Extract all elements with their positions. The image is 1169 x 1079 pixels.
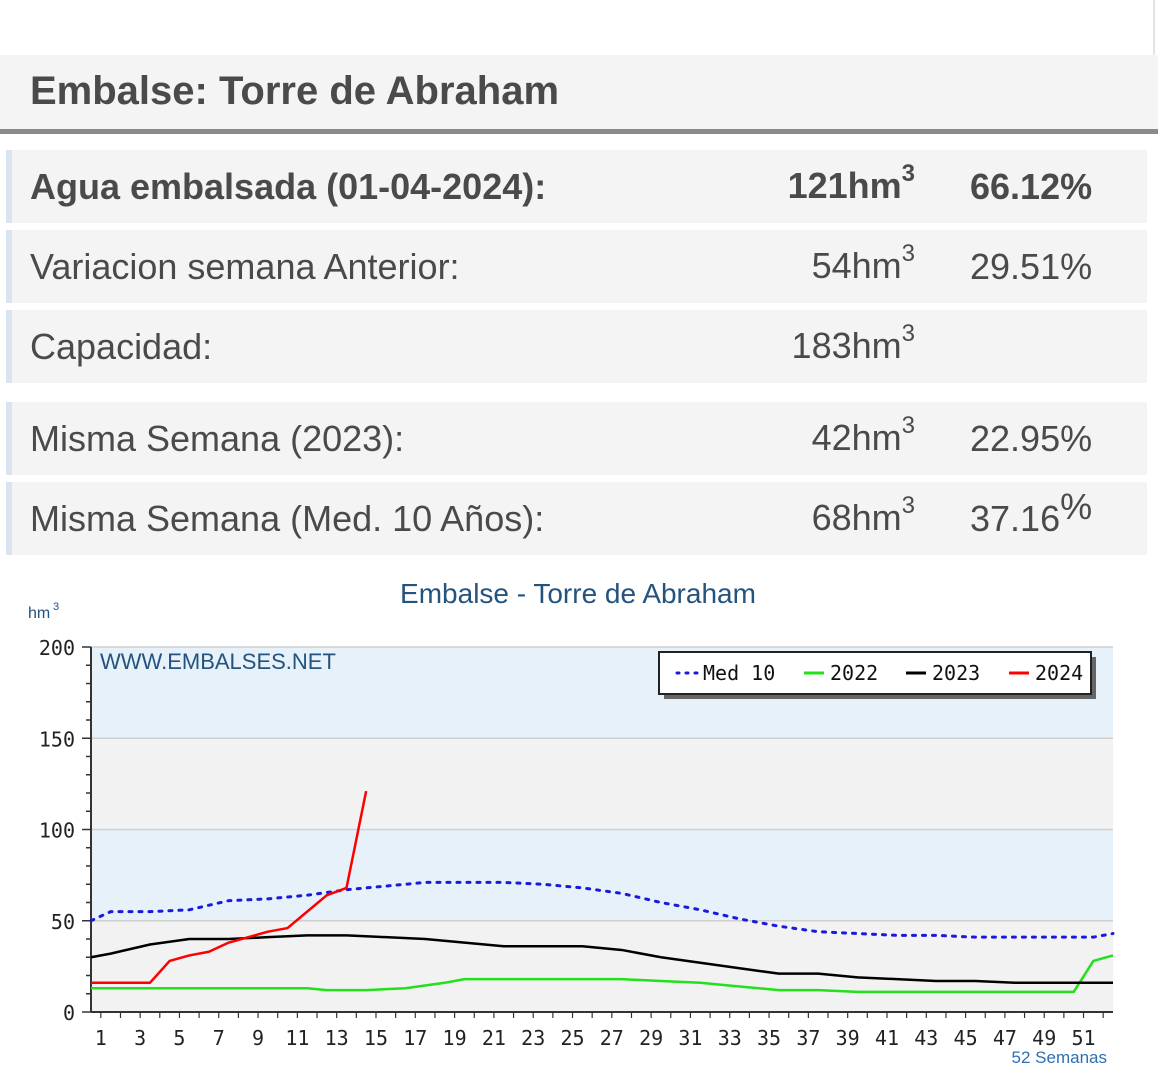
x-tick-label: 49 (1032, 1026, 1056, 1050)
stat-row: Misma Semana (2023): 42hm3 22.95% (6, 402, 1147, 475)
page-title: Embalse: Torre de Abraham (30, 69, 560, 113)
x-tick-label: 13 (325, 1026, 349, 1050)
x-tick-label: 19 (443, 1026, 467, 1050)
chart-band (91, 829, 1113, 921)
stat-label: Variacion semana Anterior: (30, 246, 460, 287)
stat-unit-exponent: 3 (901, 240, 915, 267)
stat-row: Agua embalsada (01-04-2024): 121hm3 66.12% (6, 150, 1147, 223)
x-tick-label: 27 (600, 1026, 624, 1050)
stat-label: Misma Semana (2023): (30, 418, 405, 459)
x-tick-label: 23 (521, 1026, 545, 1050)
stat-unit-exponent: 3 (901, 492, 915, 519)
stat-percent: 66.12% (970, 166, 1092, 208)
stat-value: 68hm3 (811, 492, 915, 539)
stat-unit: hm (851, 417, 902, 458)
stat-percent: 37.16% (970, 486, 1092, 540)
x-tick-label: 1 (95, 1026, 107, 1050)
stat-percent-symbol: % (1060, 486, 1093, 527)
y-tick-label: 100 (39, 819, 75, 843)
x-tick-label: 51 (1071, 1026, 1095, 1050)
stat-row: Variacion semana Anterior: 54hm3 29.51% (6, 230, 1147, 303)
legend-label: 2022 (830, 661, 878, 685)
chart-band (91, 920, 1113, 1012)
chart-watermark: WWW.EMBALSES.NET (100, 649, 336, 674)
x-tick-label: 21 (482, 1026, 506, 1050)
series-line-2022 (91, 954, 1114, 994)
stat-label: Agua embalsada (01-04-2024): (30, 166, 547, 207)
y-tick-label: 50 (51, 910, 75, 934)
legend-label: 2024 (1035, 661, 1083, 685)
stat-percent: 22.95% (970, 418, 1092, 460)
x-tick-label: 29 (639, 1026, 663, 1050)
stat-label: Misma Semana (Med. 10 Años): (30, 498, 545, 539)
stat-percent-value: 29.51 (970, 246, 1061, 287)
x-tick-label: 33 (718, 1026, 742, 1050)
series-line-2024 (91, 790, 368, 985)
legend-box (658, 651, 1092, 695)
y-axis-label: hm (28, 605, 50, 622)
y-tick-label: 0 (63, 1001, 75, 1025)
x-tick-label: 37 (796, 1026, 820, 1050)
y-axis-label-exponent: 3 (53, 601, 59, 613)
stat-percent-value: 22.95 (970, 418, 1061, 459)
series-line-med-10 (89, 880, 1115, 939)
stat-unit-exponent: 3 (901, 320, 915, 347)
stat-unit: hm (847, 165, 902, 206)
stat-unit: hm (851, 325, 902, 366)
y-tick-label: 200 (39, 636, 75, 660)
stat-percent-value: 66.12 (970, 166, 1061, 207)
x-tick-label: 25 (560, 1026, 584, 1050)
x-tick-label: 5 (173, 1026, 185, 1050)
stat-value: 121hm3 (787, 160, 915, 207)
x-tick-label: 11 (285, 1026, 309, 1050)
x-tick-label: 39 (836, 1026, 860, 1050)
stat-percent-value: 37.16 (970, 498, 1061, 539)
stat-value: 42hm3 (811, 412, 915, 459)
stat-unit-exponent: 3 (901, 412, 915, 439)
x-tick-label: 3 (134, 1026, 146, 1050)
stat-value: 54hm3 (811, 240, 915, 287)
stat-number: 42 (811, 417, 852, 458)
stat-number: 183 (791, 325, 852, 366)
stat-percent-symbol: % (1060, 166, 1093, 207)
x-tick-label: 43 (914, 1026, 938, 1050)
stat-percent-symbol: % (1060, 246, 1093, 287)
legend-label: Med 10 (703, 661, 775, 685)
x-tick-label: 9 (252, 1026, 264, 1050)
x-tick-label: 17 (403, 1026, 427, 1050)
x-tick-label: 41 (875, 1026, 899, 1050)
stat-unit-exponent: 3 (901, 160, 915, 187)
reservoir-header: Embalse: Torre de Abraham (0, 55, 1158, 134)
stat-label: Capacidad: (30, 326, 213, 367)
stat-percent: 29.51% (970, 246, 1092, 288)
chart-band (91, 738, 1113, 830)
y-tick-label: 150 (39, 727, 75, 751)
x-tick-label: 15 (364, 1026, 388, 1050)
stat-number: 54 (811, 245, 852, 286)
stat-row: Misma Semana (Med. 10 Años): 68hm3 37.16% (6, 482, 1147, 555)
scrollbar-edge (1153, 0, 1155, 55)
stat-unit: hm (851, 245, 902, 286)
stat-row: Capacidad: 183hm3 (6, 310, 1147, 383)
stat-number: 68 (811, 497, 852, 538)
chart-title: Embalse - Torre de Abraham (400, 578, 756, 609)
top-bar (0, 0, 1169, 55)
x-tick-label: 35 (757, 1026, 781, 1050)
x-tick-label: 45 (954, 1026, 978, 1050)
stat-percent-symbol: % (1060, 418, 1093, 459)
stat-unit: hm (851, 497, 902, 538)
x-tick-label: 7 (213, 1026, 225, 1050)
x-axis-label: 52 Semanas (1012, 1048, 1107, 1067)
legend-label: 2023 (932, 661, 980, 685)
stat-number: 121 (787, 165, 848, 206)
x-tick-label: 47 (993, 1026, 1017, 1050)
x-tick-label: 31 (678, 1026, 702, 1050)
stat-value: 183hm3 (791, 320, 915, 367)
